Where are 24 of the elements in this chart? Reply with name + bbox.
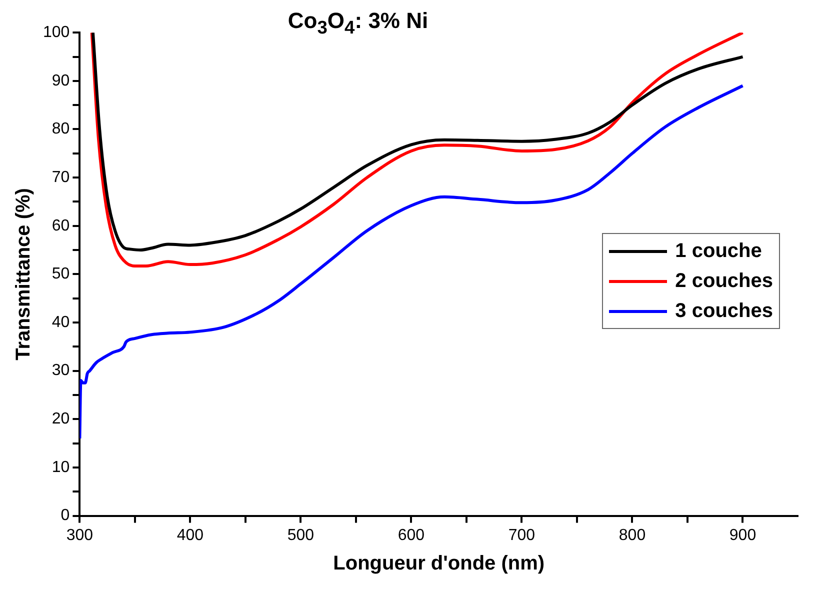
y-tick-label: 30 xyxy=(52,362,70,380)
legend-label: 1 couche xyxy=(675,239,762,264)
y-tick-label: 100 xyxy=(42,24,70,42)
x-tick-label: 400 xyxy=(176,526,204,544)
x-axis-title: Longueur d'onde (nm) xyxy=(333,552,545,575)
legend-label: 2 couches xyxy=(675,269,773,294)
y-tick-label: 0 xyxy=(60,507,70,524)
x-tick-label: 300 xyxy=(66,526,94,544)
x-tick-label: 900 xyxy=(729,526,756,544)
y-tick-label: 70 xyxy=(52,168,70,186)
y-tick-label: 40 xyxy=(52,314,70,331)
y-axis-title: Transmittance (%) xyxy=(12,188,35,360)
y-tick-label: 50 xyxy=(52,266,70,283)
x-tick-label: 700 xyxy=(508,526,536,544)
y-tick-label: 20 xyxy=(52,410,70,428)
y-tick-label: 90 xyxy=(52,72,70,90)
x-tick-label: 600 xyxy=(398,526,425,544)
y-tick-label: 60 xyxy=(52,217,70,234)
x-tick-label: 500 xyxy=(287,526,314,544)
y-tick-label: 10 xyxy=(52,458,70,476)
y-tick-label: 80 xyxy=(52,120,70,138)
x-tick-label: 800 xyxy=(618,526,646,544)
chart-title: Co$_{3}$O$_{4}$: 3% Ni xyxy=(286,8,430,38)
legend-label: 3 couches xyxy=(675,299,773,324)
